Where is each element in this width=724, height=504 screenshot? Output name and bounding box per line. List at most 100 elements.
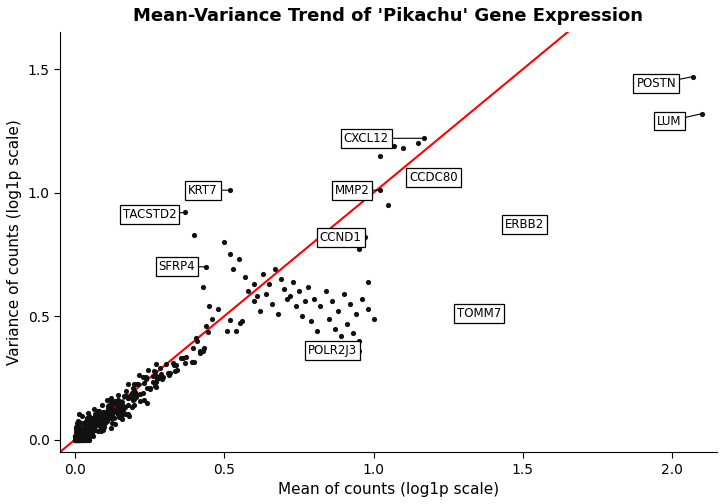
Point	[98, 416, 110, 424]
Point	[230, 327, 242, 335]
Point	[87, 430, 98, 438]
Point	[85, 421, 96, 429]
Point	[201, 263, 212, 271]
Point	[78, 435, 90, 444]
Point	[101, 402, 113, 410]
Point	[151, 372, 162, 380]
Point	[144, 385, 156, 393]
Point	[180, 358, 191, 366]
Point	[91, 416, 103, 424]
Point	[94, 418, 106, 426]
Point	[114, 407, 125, 415]
Point	[413, 139, 424, 147]
Point	[77, 423, 88, 431]
Point	[80, 431, 91, 439]
Point	[85, 417, 96, 425]
Point	[78, 424, 90, 432]
Point	[90, 419, 101, 427]
Point	[338, 290, 350, 298]
Point	[108, 398, 119, 406]
Point	[104, 410, 116, 418]
Point	[224, 250, 236, 259]
Point	[240, 273, 251, 281]
Point	[260, 290, 272, 298]
Point	[85, 418, 97, 426]
Point	[266, 300, 278, 308]
Point	[116, 415, 127, 423]
Point	[194, 346, 206, 354]
Point	[344, 300, 355, 308]
Point	[122, 394, 134, 402]
Point	[96, 415, 107, 423]
Point	[75, 435, 87, 444]
Text: ERBB2: ERBB2	[505, 218, 544, 231]
Point	[188, 231, 200, 239]
Point	[212, 305, 224, 313]
Point	[147, 378, 159, 386]
Point	[275, 275, 287, 283]
Point	[75, 427, 86, 435]
Point	[88, 415, 100, 423]
Point	[538, 218, 550, 226]
Point	[311, 327, 323, 335]
Point	[84, 422, 96, 430]
Point	[126, 394, 138, 402]
Point	[169, 366, 181, 374]
Point	[96, 415, 107, 423]
Point	[87, 432, 98, 440]
Point	[140, 373, 151, 381]
Point	[106, 419, 117, 427]
Point	[99, 419, 111, 427]
Point	[92, 407, 104, 415]
Point	[448, 174, 460, 182]
Text: CXCL12: CXCL12	[344, 132, 424, 145]
Point	[86, 420, 98, 428]
Point	[73, 410, 85, 418]
Point	[219, 238, 230, 246]
Point	[86, 418, 98, 426]
Point	[81, 415, 93, 423]
Point	[81, 435, 93, 444]
Point	[93, 421, 105, 429]
Point	[77, 426, 88, 434]
Text: CCND1: CCND1	[320, 231, 365, 243]
Point	[70, 432, 81, 440]
Point	[98, 413, 110, 421]
Point	[101, 396, 113, 404]
Text: LUM: LUM	[657, 113, 702, 128]
Point	[70, 432, 82, 440]
Point	[115, 399, 127, 407]
Point	[190, 334, 201, 342]
Text: CCDC80: CCDC80	[409, 171, 458, 184]
Point	[70, 435, 81, 444]
Text: TOMM7: TOMM7	[457, 307, 502, 320]
Point	[104, 404, 115, 412]
Point	[97, 417, 109, 425]
Point	[70, 435, 82, 444]
Point	[105, 403, 117, 411]
Point	[195, 349, 206, 357]
Point	[97, 408, 109, 416]
Point	[95, 422, 106, 430]
Point	[76, 431, 88, 439]
Point	[70, 435, 81, 444]
Point	[82, 431, 93, 439]
Point	[105, 405, 117, 413]
Point	[105, 406, 117, 414]
Point	[77, 433, 88, 442]
Point	[156, 375, 168, 383]
Title: Mean-Variance Trend of 'Pikachu' Gene Expression: Mean-Variance Trend of 'Pikachu' Gene Ex…	[133, 7, 644, 25]
Point	[72, 435, 83, 444]
Point	[70, 431, 81, 439]
Point	[70, 428, 82, 436]
Point	[126, 403, 138, 411]
Point	[198, 283, 209, 291]
Point	[299, 297, 311, 305]
Point	[155, 370, 167, 378]
Point	[73, 418, 85, 426]
Point	[72, 435, 84, 444]
Point	[82, 424, 93, 432]
Point	[326, 297, 337, 305]
Point	[117, 407, 128, 415]
Point	[105, 397, 117, 405]
